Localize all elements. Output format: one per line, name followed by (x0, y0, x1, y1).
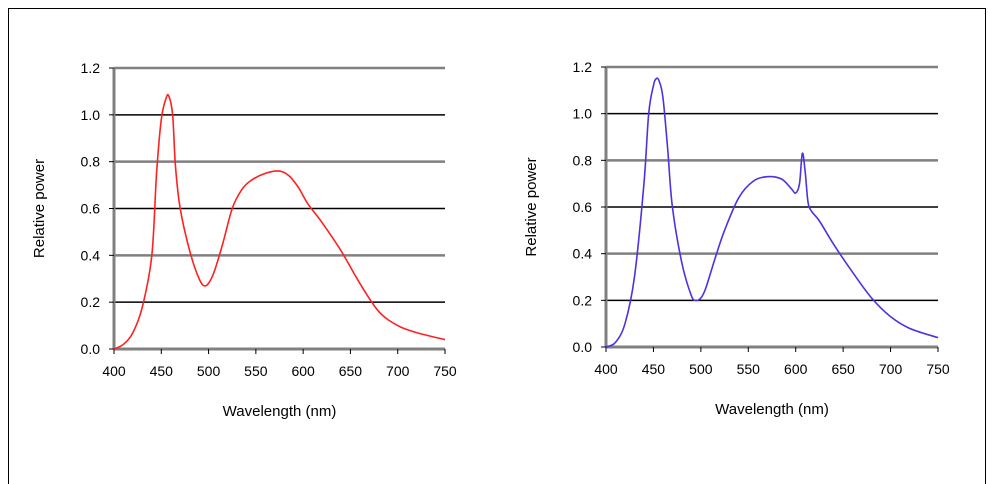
x-tick-label: 600 (784, 361, 808, 377)
y-tick-label: 0.2 (81, 294, 101, 310)
spectrum-line (113, 93, 446, 350)
x-tick-label: 500 (197, 363, 221, 379)
y-tick-label: 1.2 (573, 59, 593, 75)
x-tick-label: 700 (879, 361, 903, 377)
x-tick-label: 650 (339, 363, 363, 379)
y-tick-label: 0.4 (573, 246, 593, 262)
x-tick-label: 600 (291, 363, 315, 379)
x-tick-label: 750 (926, 361, 950, 377)
x-tick-label: 550 (244, 363, 268, 379)
chart-1: 0.0 0.2 0.4 0.6 0.8 1.0 1.2 400 450 500 550 600 650 7… (31, 60, 457, 420)
figure-frame (8, 8, 986, 484)
y-tick-label: 1.2 (81, 60, 101, 76)
x-axis-title: Wavelength (nm) (223, 403, 337, 420)
y-tick-label: 0.0 (573, 339, 593, 355)
x-axis-title: Wavelength (nm) (715, 401, 829, 418)
y-tick-label: 0.8 (573, 152, 593, 168)
x-tick-label: 750 (433, 363, 457, 379)
y-tick-label: 0.8 (81, 154, 101, 170)
spectrum-line (605, 77, 939, 348)
y-tick-label: 1.0 (573, 106, 593, 122)
x-tick-label: 450 (642, 361, 666, 377)
x-tick-label: 400 (594, 361, 618, 377)
chart-2: 0.0 0.2 0.4 0.6 0.8 1.0 1.2 400 450 500 550 600 650 7… (523, 59, 950, 418)
y-tick-label: 1.0 (81, 107, 101, 123)
y-tick-label: 0.0 (81, 341, 101, 357)
x-tick-label: 650 (831, 361, 855, 377)
y-tick-label: 0.6 (573, 199, 593, 215)
y-axis-title: Relative power (523, 157, 540, 256)
y-tick-label: 0.4 (81, 247, 101, 263)
x-tick-label: 700 (386, 363, 410, 379)
x-tick-label: 500 (689, 361, 713, 377)
x-tick-label: 550 (737, 361, 761, 377)
x-tick-label: 450 (150, 363, 174, 379)
x-tick-label: 400 (102, 363, 126, 379)
y-tick-label: 0.6 (81, 201, 101, 217)
y-axis-title: Relative power (31, 159, 48, 258)
y-tick-label: 0.2 (573, 292, 593, 308)
